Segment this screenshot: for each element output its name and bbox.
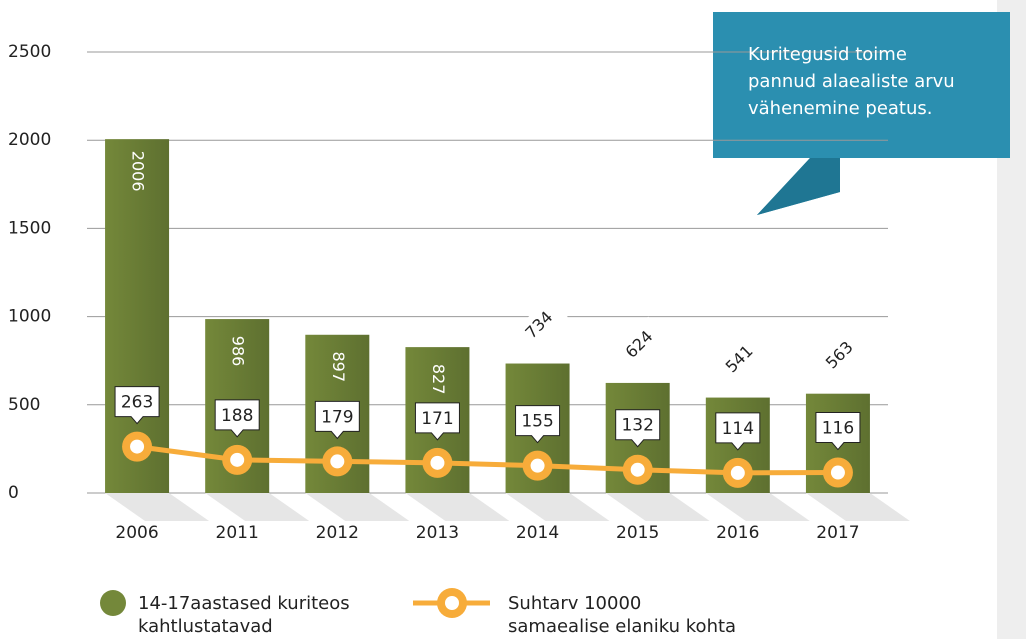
legend-label: 14-17aastased kuriteos kahtlustatavad (138, 593, 350, 637)
y-tick-label: 2500 (8, 42, 51, 62)
y-tick-label: 0 (8, 483, 19, 503)
line-point-inner (130, 439, 145, 454)
line-point-inner (430, 455, 445, 470)
annotation: Kuritegusid toime pannud alaealiste arvu… (748, 44, 955, 119)
line-value-label: 114 (722, 419, 754, 439)
bar-value-label: 986 (229, 336, 248, 367)
floor-shadow (705, 493, 810, 521)
floor-shadow (505, 493, 610, 521)
line-point-inner (630, 462, 645, 477)
line-value-label: 116 (822, 419, 854, 439)
y-tick-label: 1500 (8, 218, 51, 238)
floor-shadow (405, 493, 510, 521)
x-tick-label: 2016 (716, 523, 759, 543)
y-tick-label: 500 (8, 395, 40, 415)
line-label-box (515, 405, 561, 444)
line-label-box (615, 409, 661, 448)
line (136, 444, 838, 476)
callout-tail (757, 158, 840, 215)
line-point-inner (830, 465, 845, 480)
legend-swatch (445, 596, 459, 610)
line-value-label: 155 (521, 412, 553, 432)
line-label-box (314, 400, 360, 440)
floor-shadow (605, 493, 710, 521)
bar-label-tag (811, 327, 869, 384)
line-point-inner (530, 458, 545, 473)
line-point-inner (330, 454, 345, 469)
line-value-label: 132 (621, 416, 653, 436)
bar-label-tag (611, 316, 668, 374)
legend-label: Suhtarv 10000 samaealise elaniku kohta (508, 593, 737, 637)
line-label-box (214, 399, 260, 438)
line-point-inner (230, 452, 245, 467)
x-tick-label: 2014 (516, 523, 559, 543)
line-value-label: 179 (321, 407, 353, 427)
line-value-label: 171 (421, 409, 453, 429)
bar-label-tag (711, 331, 769, 388)
y-tick-label: 1000 (8, 307, 51, 327)
x-tick-label: 2012 (316, 523, 359, 543)
x-tick-label: 2006 (115, 523, 158, 543)
line-label-box (715, 412, 761, 451)
x-tick-label: 2017 (816, 523, 859, 543)
bar-label-tag (511, 297, 568, 354)
x-tick-label: 2013 (416, 523, 459, 543)
callout-box (713, 12, 1010, 215)
legend-swatch (100, 590, 126, 616)
floor-shadow (805, 493, 910, 521)
floor-shadow (305, 493, 410, 521)
x-tick-label: 2015 (616, 523, 659, 543)
bar-value-label: 827 (429, 364, 448, 395)
line-point-inner (730, 465, 745, 480)
line-value-label: 263 (121, 393, 153, 413)
floor-shadow (105, 493, 210, 521)
x-tick-label: 2011 (216, 523, 259, 543)
line-label-box (815, 412, 861, 451)
line-value-label: 188 (221, 406, 253, 426)
bar-value-label: 2006 (129, 151, 148, 192)
bar-value-label: 897 (329, 351, 348, 382)
line-label-box (414, 402, 460, 441)
y-tick-label: 2000 (8, 130, 51, 150)
floor-shadow (205, 493, 310, 521)
line-label-box (114, 386, 160, 425)
